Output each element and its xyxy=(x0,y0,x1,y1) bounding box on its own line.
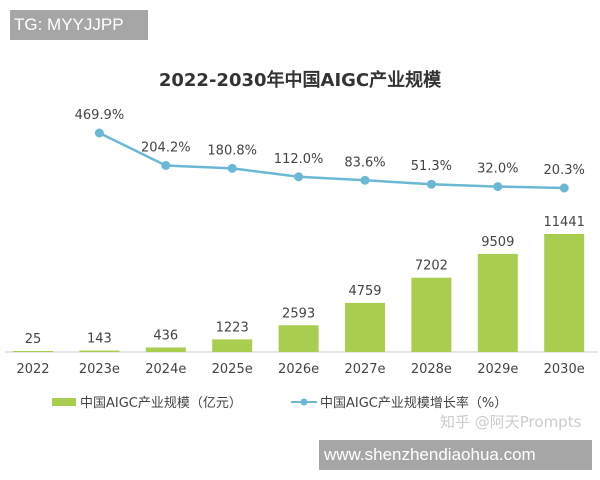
zhihu-watermark: 知乎 @阿天Prompts xyxy=(440,413,582,431)
bar-2030e xyxy=(544,234,585,352)
bar-2023e xyxy=(79,350,120,352)
bar-value-label: 7202 xyxy=(415,259,448,274)
chart-title: 2022-2030年中国AIGC产业规模 xyxy=(158,70,442,91)
bar-value-label: 4759 xyxy=(348,284,381,299)
x-tick-label: 2026e xyxy=(278,362,319,377)
growth-value-label: 204.2% xyxy=(141,141,191,156)
bar-value-label: 9509 xyxy=(481,235,514,250)
bar-value-label: 25 xyxy=(25,332,42,347)
chart-plot: 25 2022 143 2023e 436 2024e 1223 2025e 2593 2026e… xyxy=(5,108,598,377)
bar-value-label: 143 xyxy=(87,332,112,347)
growth-value-label: 51.3% xyxy=(411,159,452,174)
x-tick-label: 2028e xyxy=(411,362,452,377)
growth-point-2027e xyxy=(360,175,370,185)
growth-point-2030e xyxy=(559,183,569,193)
x-tick-label: 2024e xyxy=(145,362,186,377)
legend-line-swatch xyxy=(291,398,317,405)
legend-bar-swatch xyxy=(52,397,76,406)
bar-value-label: 1223 xyxy=(216,320,249,335)
growth-value-label: 32.0% xyxy=(477,162,518,177)
growth-point-2028e xyxy=(426,179,436,189)
growth-line xyxy=(98,131,565,190)
x-tick-label: 2025e xyxy=(212,362,253,377)
bar-2027e xyxy=(345,302,385,352)
bar-2029e xyxy=(477,253,518,352)
growth-point-2025e xyxy=(227,163,237,173)
bar-2024e xyxy=(145,347,186,352)
bar-value-label: 2593 xyxy=(282,306,315,321)
growth-value-label: 83.6% xyxy=(344,155,385,170)
growth-point-2029e xyxy=(493,182,503,192)
x-tick-label: 2022 xyxy=(16,362,49,377)
growth-value-label: 180.8% xyxy=(207,143,257,158)
x-tick-label: 2030e xyxy=(544,362,585,377)
watermark-top: TG: MYYJJPP xyxy=(10,10,148,40)
x-tick-label: 2029e xyxy=(477,362,518,377)
growth-value-label: 112.0% xyxy=(274,152,324,167)
bar-value-label: 11441 xyxy=(544,215,585,230)
bar-2025e xyxy=(212,339,253,352)
bar-value-label: 436 xyxy=(153,329,178,344)
growth-point-2026e xyxy=(294,172,304,182)
legend-bar-label: 中国AIGC产业规模（亿元） xyxy=(80,396,242,411)
legend-item-bar: 中国AIGC产业规模（亿元） xyxy=(52,392,242,411)
legend-line-label: 中国AIGC产业规模增长率（%） xyxy=(320,396,508,411)
legend-item-line: 中国AIGC产业规模增长率（%） xyxy=(291,392,507,411)
growth-point-2023e xyxy=(94,128,104,138)
growth-value-label: 20.3% xyxy=(544,163,585,178)
x-tick-label: 2027e xyxy=(344,362,385,377)
x-tick-label: 2023e xyxy=(79,362,120,377)
bar-2026e xyxy=(278,325,319,352)
growth-point-2024e xyxy=(161,161,171,171)
watermark-bottom: www.shenzhendiaohua.com xyxy=(319,440,592,470)
bar-2022 xyxy=(13,351,53,352)
bar-2028e xyxy=(411,277,452,352)
growth-value-label: 469.9% xyxy=(75,108,125,123)
